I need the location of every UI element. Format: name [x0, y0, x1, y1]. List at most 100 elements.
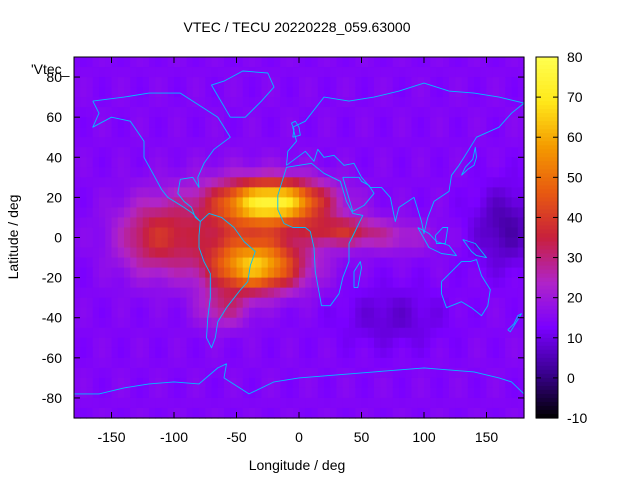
heatmap-cell: [155, 367, 163, 379]
heatmap-cell: [267, 107, 275, 118]
heatmap-cell: [236, 57, 244, 68]
heatmap-cell: [430, 167, 438, 178]
heatmap-cell: [149, 267, 156, 279]
heatmap-cell: [186, 287, 194, 299]
heatmap-cell: [467, 207, 475, 219]
heatmap-cell: [130, 77, 138, 88]
heatmap-cell: [330, 137, 338, 148]
coast-north-america: [92, 92, 231, 222]
heatmap-cell: [392, 327, 400, 339]
heatmap-cell: [305, 107, 313, 118]
heatmap-cell: [136, 227, 144, 239]
heatmap-cell: [361, 407, 369, 419]
heatmap-cell: [111, 197, 119, 209]
heatmap-cell: [124, 357, 131, 369]
heatmap-cell: [430, 67, 438, 78]
heatmap-cell: [405, 147, 413, 158]
heatmap-cell: [242, 77, 250, 88]
heatmap-cell: [74, 367, 81, 379]
heatmap-cell: [467, 337, 475, 349]
heatmap-cell: [305, 67, 313, 78]
heatmap-cell: [286, 387, 294, 399]
colorbar-band: [536, 185, 558, 190]
heatmap-cell: [230, 367, 238, 379]
heatmap-cell: [180, 257, 188, 269]
heatmap-cell: [249, 217, 256, 229]
heatmap-cell: [411, 257, 419, 269]
heatmap-cell: [499, 307, 506, 319]
heatmap-cell: [167, 227, 175, 239]
heatmap-cell: [411, 197, 419, 209]
heatmap-cell: [455, 157, 463, 168]
heatmap-cell: [411, 167, 419, 178]
heatmap-cell: [217, 197, 225, 209]
heatmap-cell: [86, 287, 94, 299]
heatmap-cell: [342, 327, 350, 339]
heatmap-cell: [205, 407, 213, 419]
heatmap-cell: [261, 337, 269, 349]
heatmap-cell: [436, 117, 444, 128]
heatmap-cell: [86, 367, 94, 379]
heatmap-cell: [186, 57, 194, 68]
heatmap-cell: [424, 77, 431, 88]
heatmap-cell: [461, 107, 469, 118]
heatmap-cell: [405, 97, 413, 108]
heatmap-cell: [274, 207, 281, 219]
heatmap-cell: [236, 217, 244, 229]
heatmap-cell: [199, 187, 206, 198]
heatmap-cell: [105, 207, 113, 219]
heatmap-cell: [442, 397, 450, 409]
heatmap-cell: [367, 317, 375, 329]
heatmap-cell: [192, 377, 200, 389]
colorbar-band: [536, 241, 558, 247]
heatmap-cell: [474, 157, 481, 168]
heatmap-cell: [86, 297, 94, 309]
heatmap-cell: [174, 157, 181, 168]
x-tick-label: 0: [295, 429, 303, 445]
heatmap-cell: [255, 337, 263, 349]
heatmap-cell: [174, 347, 181, 359]
heatmap-cell: [442, 87, 450, 98]
heatmap-cell: [342, 287, 350, 299]
heatmap-cell: [461, 177, 469, 188]
heatmap-cell: [461, 397, 469, 409]
heatmap-cell: [461, 287, 469, 299]
heatmap-cell: [224, 267, 231, 279]
heatmap-cell: [292, 337, 300, 349]
heatmap-cell: [205, 177, 213, 188]
heatmap-cell: [311, 197, 319, 209]
heatmap-cell: [249, 387, 256, 399]
heatmap-cell: [186, 107, 194, 118]
heatmap-cell: [386, 297, 394, 309]
heatmap-cell: [174, 97, 181, 108]
heatmap-cell: [336, 337, 344, 349]
heatmap-cell: [386, 57, 394, 68]
heatmap-cell: [511, 317, 519, 329]
heatmap-cell: [236, 237, 244, 249]
heatmap-cell: [511, 197, 519, 209]
heatmap-cell: [280, 257, 288, 269]
heatmap-cell: [367, 187, 375, 198]
heatmap-cell: [292, 397, 300, 409]
heatmap-cell: [374, 357, 381, 369]
heatmap-cell: [167, 217, 175, 229]
heatmap-cell: [274, 367, 281, 379]
heatmap-cell: [136, 257, 144, 269]
heatmap-cell: [436, 307, 444, 319]
heatmap-cell: [274, 347, 281, 359]
heatmap-cell: [299, 267, 306, 279]
heatmap-cell: [130, 307, 138, 319]
heatmap-cell: [449, 87, 456, 98]
heatmap-cell: [280, 317, 288, 329]
heatmap-cell: [217, 177, 225, 188]
heatmap-cell: [474, 237, 481, 249]
heatmap-cell: [499, 187, 506, 198]
heatmap-cell: [517, 287, 525, 299]
heatmap-cell: [430, 277, 438, 289]
heatmap-cell: [261, 77, 269, 88]
heatmap-cell: [224, 97, 231, 108]
heatmap-cell: [361, 397, 369, 409]
heatmap-cell: [111, 337, 119, 349]
heatmap-cell: [486, 367, 494, 379]
heatmap-cell: [374, 97, 381, 108]
